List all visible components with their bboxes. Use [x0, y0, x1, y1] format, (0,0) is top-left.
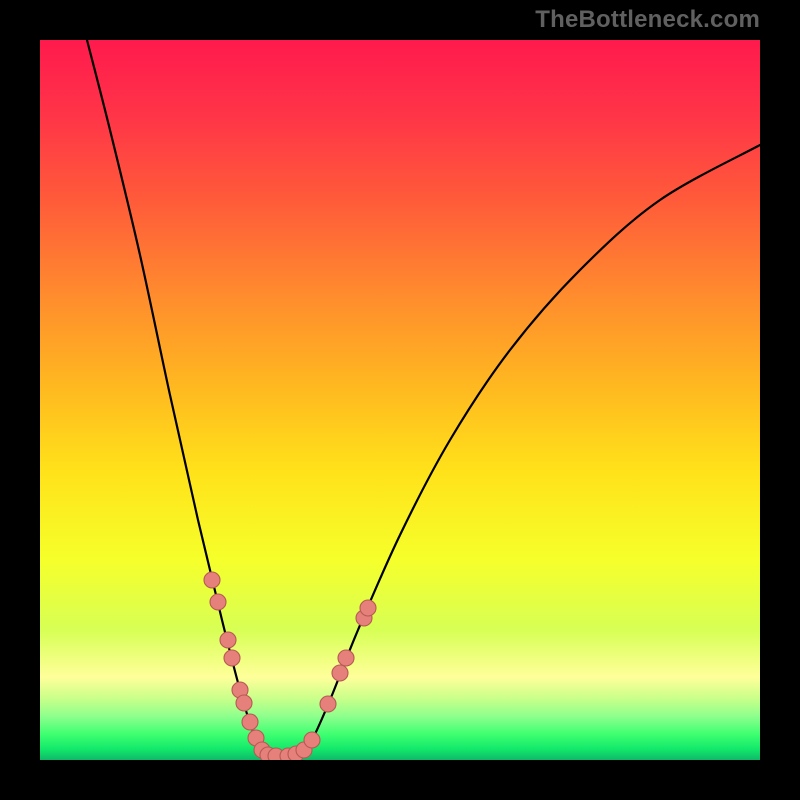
data-marker: [338, 650, 354, 666]
data-marker: [242, 714, 258, 730]
data-marker: [220, 632, 236, 648]
bottleneck-chart-svg: [40, 40, 760, 760]
data-marker: [304, 732, 320, 748]
data-marker: [360, 600, 376, 616]
data-marker: [236, 695, 252, 711]
data-marker: [224, 650, 240, 666]
figure-root: TheBottleneck.com: [0, 0, 800, 800]
data-marker: [332, 665, 348, 681]
data-marker: [204, 572, 220, 588]
gradient-background: [40, 40, 760, 760]
plot-area: [40, 40, 760, 760]
data-marker: [210, 594, 226, 610]
data-marker: [320, 696, 336, 712]
watermark-text: TheBottleneck.com: [535, 6, 760, 34]
